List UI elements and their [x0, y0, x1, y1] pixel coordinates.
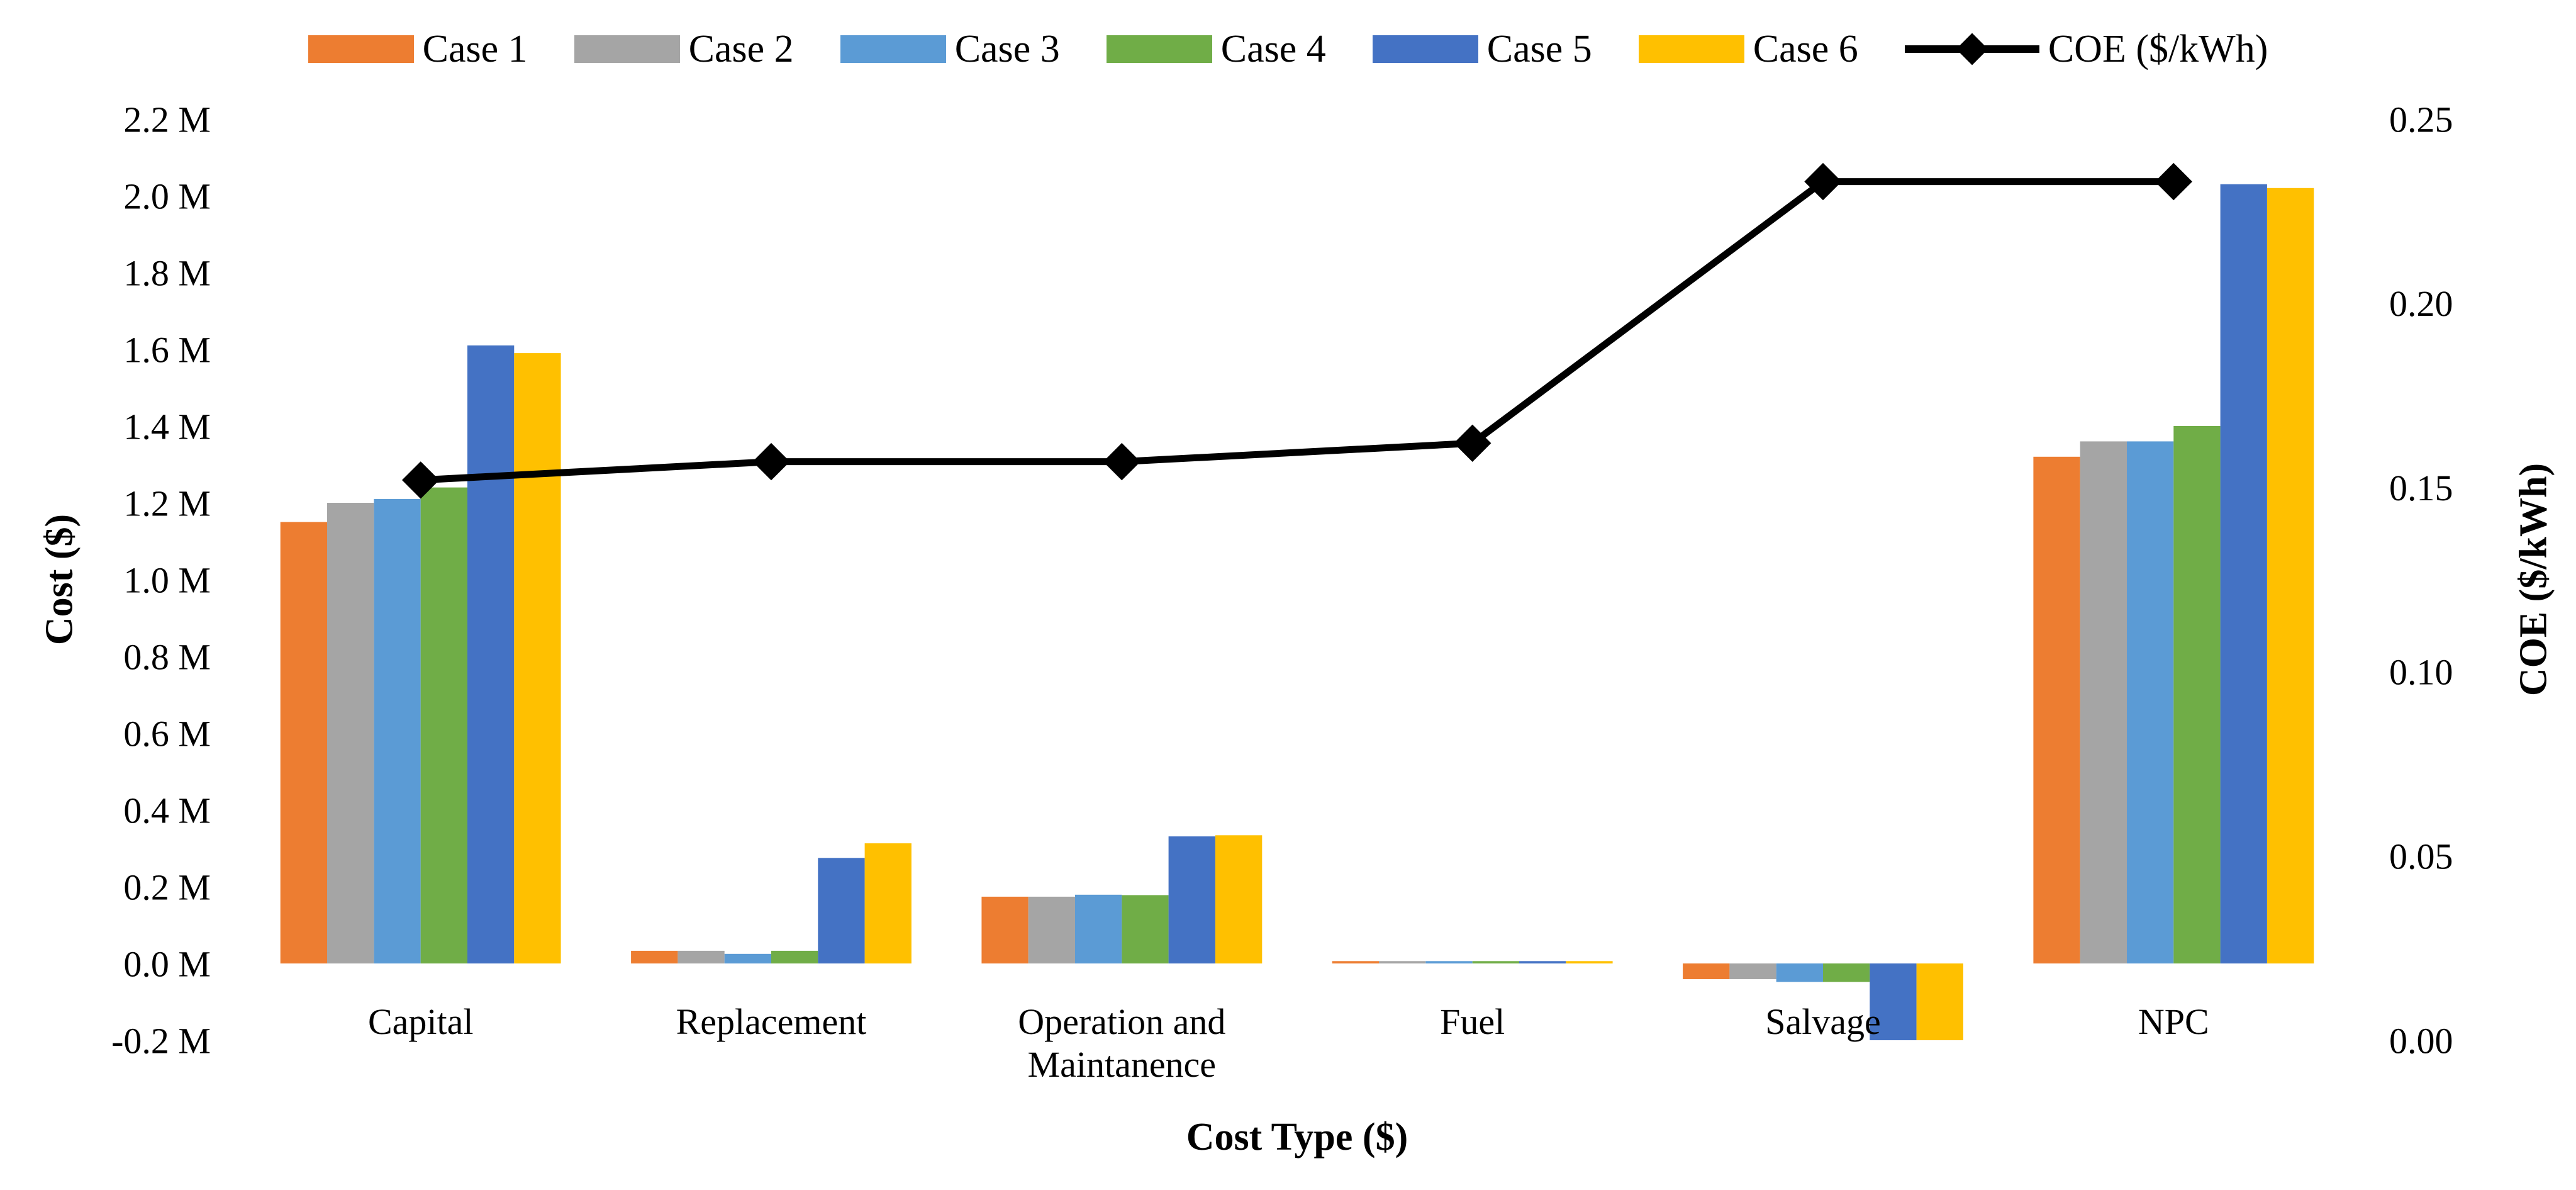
legend-item-case-6: Case 6 [1638, 28, 1858, 70]
bar-case-4-fuel [1472, 961, 1519, 963]
left-axis-tick-label: 1.6 M [123, 329, 211, 370]
coe-marker-diamond-icon [1454, 424, 1492, 462]
legend-swatch-icon [1372, 35, 1478, 63]
bar-case-5-npc [2220, 184, 2267, 964]
left-axis-tick-label: 0.4 M [123, 790, 211, 831]
left-axis-tick-label: 0.8 M [123, 636, 211, 677]
left-y-axis-title: Cost ($) [38, 514, 81, 646]
category-label: Maintanence [1028, 1044, 1217, 1085]
left-axis-tick-label: 2.2 M [123, 99, 211, 140]
bar-case-6-operation-and-maintanence [1215, 835, 1263, 963]
right-axis-tick-label: 0.25 [2389, 99, 2453, 140]
bar-case-4-npc [2173, 426, 2221, 963]
right-axis-tick-label: 0.15 [2389, 468, 2453, 508]
category-label: Salvage [1765, 1001, 1881, 1042]
legend-swatch-icon [840, 35, 946, 63]
category-label: Operation and [1018, 1001, 1225, 1042]
bar-case-3-salvage [1776, 963, 1823, 982]
legend-label: Case 5 [1486, 28, 1592, 70]
legend-item-case-2: Case 2 [574, 30, 794, 69]
bar-case-3-npc [2127, 441, 2174, 963]
legend-swatch-icon [1106, 35, 1212, 63]
bar-case-2-operation-and-maintanence [1028, 896, 1075, 963]
right-axis-tick-label: 0.00 [2389, 1020, 2453, 1061]
coe-marker-diamond-icon [402, 461, 440, 499]
bar-case-3-replacement [724, 953, 771, 963]
coe-marker-diamond-icon [1804, 162, 1842, 201]
legend-item-coe: COE ($/kWh) [1904, 28, 2268, 70]
chart-legend: Case 1 Case 2 Case 3 Case 4 Case 5 Case 6 COE … [0, 16, 2576, 82]
left-axis-tick-label: 1.8 M [123, 252, 211, 293]
bar-case-5-fuel [1519, 961, 1566, 963]
right-axis-tick-label: 0.05 [2389, 836, 2453, 877]
bar-case-6-salvage [1916, 963, 1963, 1040]
legend-swatch-icon [574, 35, 680, 63]
coe-marker-diamond-icon [752, 442, 790, 481]
legend-swatch-icon [1638, 35, 1744, 63]
legend-label: Case 6 [1753, 28, 1858, 70]
bar-case-4-operation-and-maintanence [1122, 895, 1169, 963]
bar-case-2-replacement [677, 950, 725, 963]
legend-label: Case 2 [688, 28, 794, 70]
category-label: Capital [368, 1001, 474, 1042]
legend-item-case-4: Case 4 [1106, 28, 1326, 70]
bar-case-1-operation-and-maintanence [981, 896, 1029, 963]
left-axis-tick-label: 1.2 M [123, 483, 211, 524]
bar-case-1-fuel [1332, 961, 1379, 963]
x-axis-title: Cost Type ($) [1186, 1116, 1408, 1159]
bar-case-6-capital [514, 353, 561, 963]
legend-label: COE ($/kWh) [2048, 28, 2268, 70]
bar-case-2-npc [2080, 441, 2127, 963]
bar-case-1-replacement [631, 950, 678, 963]
legend-item-case-5: Case 5 [1372, 28, 1592, 70]
bar-case-6-replacement [864, 843, 912, 963]
left-axis-tick-label: -0.2 M [111, 1020, 211, 1061]
bar-case-3-operation-and-maintanence [1075, 894, 1122, 963]
bar-case-3-fuel [1425, 961, 1473, 963]
legend-item-case-3: Case 3 [840, 30, 1060, 69]
coe-marker-diamond-icon [1103, 442, 1140, 481]
bar-case-1-salvage [1683, 963, 1730, 979]
bar-case-2-capital [327, 503, 374, 963]
left-axis-tick-label: 0.2 M [123, 867, 211, 907]
category-label: Fuel [1440, 1001, 1505, 1042]
bar-case-5-capital [467, 345, 515, 963]
legend-label: Case 1 [422, 28, 528, 70]
legend-item-case-1: Case 1 [308, 30, 528, 69]
left-axis-tick-label: 0.0 M [123, 943, 211, 984]
right-axis-tick-label: 0.10 [2389, 652, 2453, 693]
legend-swatch-icon [308, 35, 414, 63]
right-axis-tick-label: 0.20 [2389, 283, 2453, 324]
bar-case-2-fuel [1379, 961, 1426, 963]
bar-case-6-fuel [1566, 961, 1613, 963]
coe-marker-diamond-icon [2155, 162, 2192, 201]
bar-case-4-salvage [1823, 963, 1870, 982]
bar-case-5-operation-and-maintanence [1168, 836, 1215, 963]
category-label: Replacement [676, 1001, 867, 1042]
legend-label: Case 3 [954, 28, 1060, 70]
bar-case-2-salvage [1729, 963, 1776, 979]
left-axis-tick-label: 2.0 M [123, 176, 211, 216]
bar-case-6-npc [2267, 188, 2314, 963]
bar-case-4-replacement [771, 950, 818, 963]
left-axis-tick-label: 0.6 M [123, 713, 211, 754]
bar-case-5-salvage [1870, 963, 1917, 1040]
bar-case-1-capital [280, 522, 327, 963]
bar-case-5-replacement [818, 858, 865, 963]
legend-label: Case 4 [1220, 28, 1326, 70]
category-label: NPC [2138, 1001, 2209, 1042]
coe-line [420, 178, 2174, 484]
bar-case-1-npc [2033, 456, 2080, 963]
left-axis-tick-label: 1.4 M [123, 406, 211, 447]
bar-case-4-capital [420, 487, 467, 963]
left-axis-tick-label: 1.0 M [123, 559, 211, 600]
right-y-axis-title: COE ($/kWh) [2512, 463, 2555, 697]
legend-line-diamond-icon [1904, 33, 2039, 65]
bar-case-3-capital [374, 498, 421, 963]
